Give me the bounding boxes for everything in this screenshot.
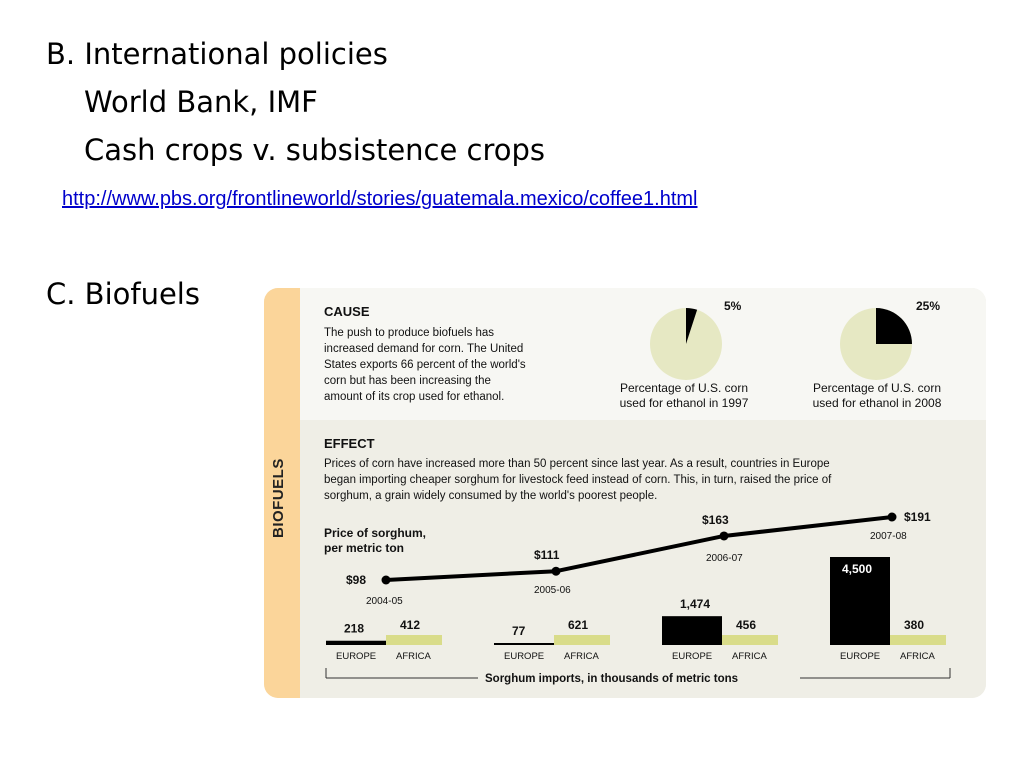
period-label: 2006-07: [706, 553, 743, 564]
price-value-label: $191: [904, 510, 931, 524]
pie-1997-caption: Percentage of U.S. corn used for ethanol…: [599, 381, 769, 411]
africa-bar: [386, 635, 442, 645]
price-value-label: $98: [346, 573, 366, 587]
price-point: [887, 512, 897, 522]
europe-value-label: 218: [344, 622, 364, 636]
pie-2008-caption: Percentage of U.S. corn used for ethanol…: [792, 381, 962, 411]
section-b-heading: B. International policies: [46, 37, 388, 71]
cause-line: The push to produce biofuels has: [324, 327, 495, 339]
price-line: [385, 515, 893, 582]
europe-bar: [662, 616, 722, 645]
biofuels-infographic: BIOFUELS CAUSE The push to produce biofu…: [264, 288, 986, 698]
price-value-label: $111: [534, 548, 560, 562]
price-label-line: per metric ton: [324, 541, 405, 555]
pie-slice: [686, 308, 698, 344]
europe-category-label: EUROPE: [504, 651, 544, 662]
africa-value-label: 412: [400, 618, 420, 632]
imports-axis-label: Sorghum imports, in thousands of metric …: [485, 673, 738, 685]
europe-bar: [830, 557, 890, 645]
effect-heading: EFFECT: [324, 436, 375, 451]
side-band: [264, 288, 300, 698]
europe-value-label: 4,500: [842, 562, 872, 576]
price-label-line: Price of sorghum,: [324, 526, 427, 540]
cause-heading: CAUSE: [324, 304, 370, 319]
cause-line: States exports 66 percent of the world's: [324, 359, 526, 371]
price-point: [551, 566, 561, 576]
effect-line: sorghum, a grain widely consumed by the …: [324, 490, 658, 502]
africa-bar: [554, 635, 610, 645]
world-bank-imf-bullet: World Bank, IMF: [84, 85, 318, 119]
africa-category-label: AFRICA: [564, 651, 600, 662]
price-point: [719, 531, 729, 541]
europe-category-label: EUROPE: [672, 651, 712, 662]
effect-line: began importing cheaper sorghum for live…: [324, 474, 832, 486]
europe-category-label: EUROPE: [336, 651, 376, 662]
europe-bar: [494, 643, 554, 645]
europe-value-label: 1,474: [680, 597, 710, 611]
period-label: 2004-05: [366, 596, 403, 607]
europe-category-label: EUROPE: [840, 651, 880, 662]
caption-line: Percentage of U.S. corn: [619, 381, 749, 395]
africa-value-label: 380: [904, 618, 924, 632]
africa-bar: [890, 635, 946, 645]
caption-line: used for ethanol in 2008: [812, 396, 942, 410]
price-value-label: $163: [702, 513, 729, 527]
cash-crops-bullet: Cash crops v. subsistence crops: [84, 133, 546, 167]
price-label: Price of sorghum, per metric ton: [324, 526, 426, 556]
africa-category-label: AFRICA: [732, 651, 768, 662]
cause-line: corn but has been increasing the: [324, 375, 491, 387]
cause-line: amount of its crop used for ethanol.: [324, 391, 505, 403]
pie-value-label: 5%: [724, 299, 742, 313]
africa-bar: [722, 635, 778, 645]
europe-value-label: 77: [512, 624, 526, 638]
pie-slice: [876, 308, 912, 344]
price-point: [381, 575, 391, 585]
period-label: 2005-06: [534, 585, 571, 596]
cause-line: increased demand for corn. The United: [324, 343, 524, 355]
africa-category-label: AFRICA: [396, 651, 432, 662]
effect-line: Prices of corn have increased more than …: [324, 458, 830, 470]
period-label: 2007-08: [870, 531, 907, 542]
pie-value-label: 25%: [916, 299, 940, 313]
caption-line: Percentage of U.S. corn: [812, 381, 942, 395]
pbs-link[interactable]: http://www.pbs.org/frontlineworld/storie…: [62, 188, 698, 210]
europe-bar: [326, 640, 386, 645]
africa-value-label: 621: [568, 618, 588, 632]
africa-category-label: AFRICA: [900, 651, 936, 662]
caption-line: used for ethanol in 1997: [619, 396, 749, 410]
section-c-heading: C. Biofuels: [46, 277, 200, 311]
africa-value-label: 456: [736, 618, 756, 632]
effect-text: Prices of corn have increased more than …: [324, 456, 831, 504]
cause-text: The push to produce biofuels has increas…: [324, 325, 526, 405]
